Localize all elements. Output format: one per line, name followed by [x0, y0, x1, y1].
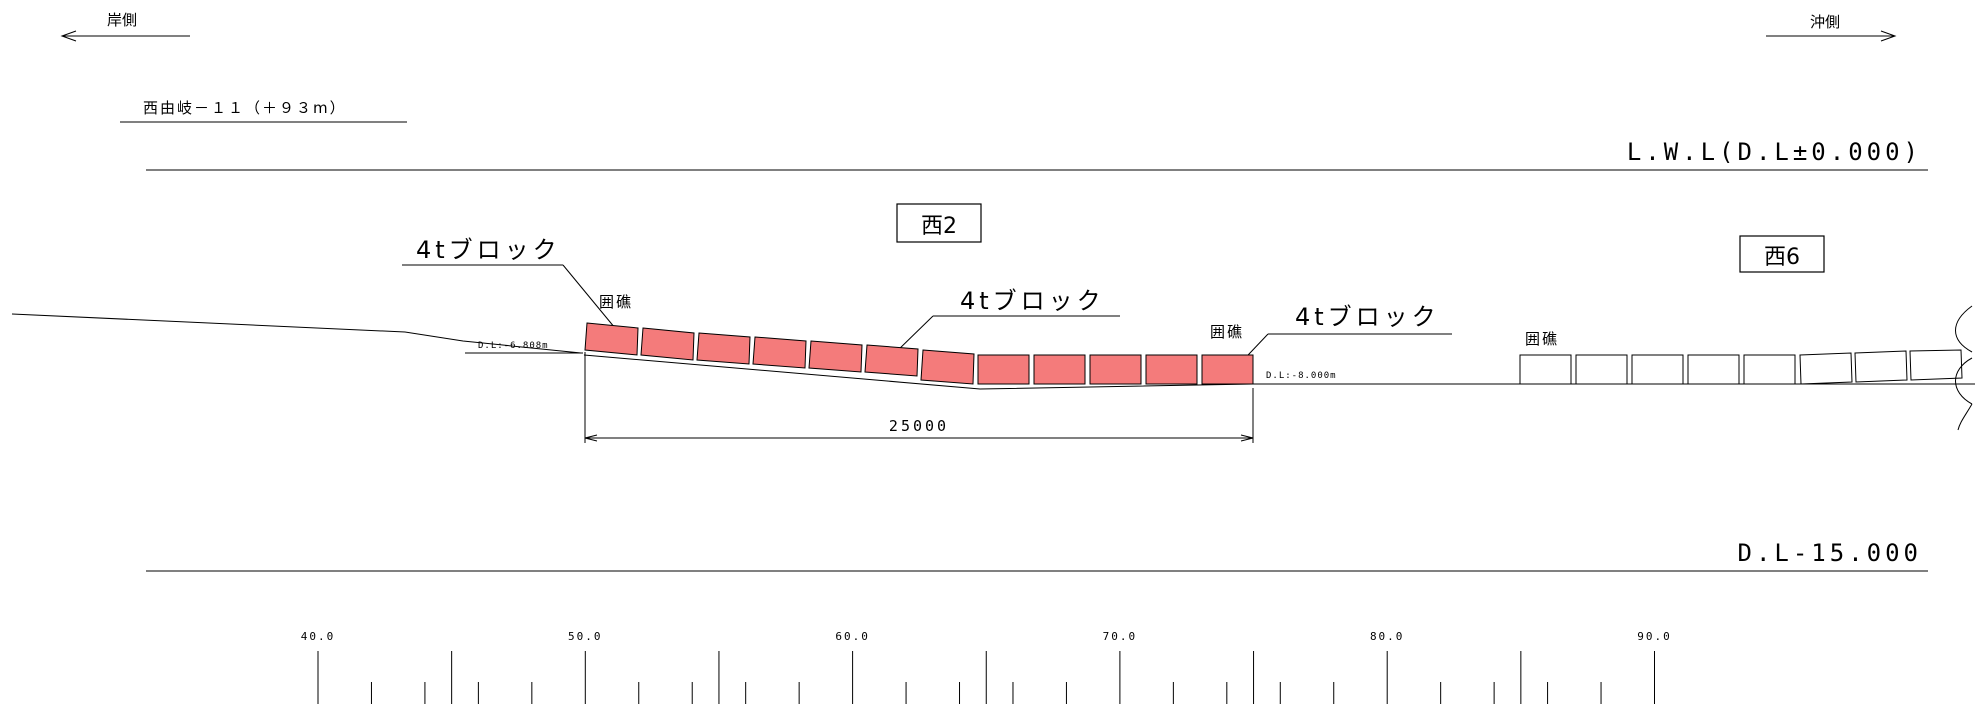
red-block: [1201, 354, 1254, 385]
red-block: [864, 344, 919, 377]
shore-side-label: 岸側: [107, 11, 137, 29]
offshore-side-label: 沖側: [1810, 13, 1840, 31]
red-block: [977, 354, 1030, 385]
scale-label: 70.0: [1103, 630, 1138, 643]
zone-west6-box: [1739, 235, 1825, 273]
white-block-group: [1519, 349, 1963, 385]
depth-right-label: D.L:-8.000m: [1266, 371, 1337, 381]
red-block: [752, 336, 807, 369]
block-label-mid: 4tブロック: [960, 287, 1105, 315]
white-block: [1575, 354, 1628, 385]
red-block: [1089, 354, 1142, 385]
red-block: [584, 322, 639, 356]
red-block: [640, 327, 695, 361]
scale-ticks: [317, 651, 1655, 704]
shore-arrow-head: [60, 30, 77, 42]
scale-label: 40.0: [301, 630, 336, 643]
red-block: [1145, 354, 1198, 385]
white-block: [1743, 354, 1796, 385]
red-block: [808, 340, 863, 373]
zone-west2-box: [896, 203, 982, 243]
scale-labels: 40.0 50.0 60.0 70.0 80.0 90.0: [301, 630, 1672, 643]
bottom-level-label: D.L-15.000: [1738, 539, 1923, 567]
red-block-group: [584, 322, 1254, 385]
block-label-left-leader: [562, 264, 616, 329]
section-title: 西由岐－１１（＋９３m）: [143, 99, 347, 117]
red-block: [696, 332, 751, 365]
break-symbol: [1955, 305, 1973, 431]
zone-west2-label: 西2: [921, 214, 957, 239]
seabed-profile-left: [11, 313, 582, 354]
scale-label: 90.0: [1637, 630, 1672, 643]
red-block: [920, 349, 975, 385]
white-block: [1519, 354, 1572, 385]
scale-label: 80.0: [1370, 630, 1405, 643]
dimension-arrow-right: [1240, 434, 1254, 442]
white-block: [1631, 354, 1684, 385]
seabed-profile-slope: [583, 354, 1254, 390]
scale-label: 50.0: [568, 630, 603, 643]
white-block: [1854, 350, 1908, 383]
white-block: [1909, 349, 1963, 381]
white-block: [1799, 352, 1853, 385]
kakoiso-label-1: 囲礁: [599, 293, 633, 311]
offshore-arrow-head: [1880, 30, 1897, 42]
depth-left-label: D.L:-6.808m: [478, 341, 549, 351]
zone-west6-label: 西6: [1764, 245, 1800, 270]
block-label-mid-leader: [894, 315, 934, 354]
scale-label: 60.0: [835, 630, 870, 643]
red-block: [1033, 354, 1086, 385]
dimension-label: 25000: [889, 417, 949, 435]
block-label-right: 4tブロック: [1295, 303, 1440, 331]
dimension-arrow-left: [584, 434, 598, 442]
kakoiso-label-2: 囲礁: [1210, 323, 1244, 341]
lwl-label: L.W.L(D.L±0.000): [1627, 138, 1922, 166]
white-block: [1687, 354, 1740, 385]
kakoiso-label-3: 囲礁: [1525, 330, 1559, 348]
block-label-left: 4tブロック: [416, 236, 561, 264]
